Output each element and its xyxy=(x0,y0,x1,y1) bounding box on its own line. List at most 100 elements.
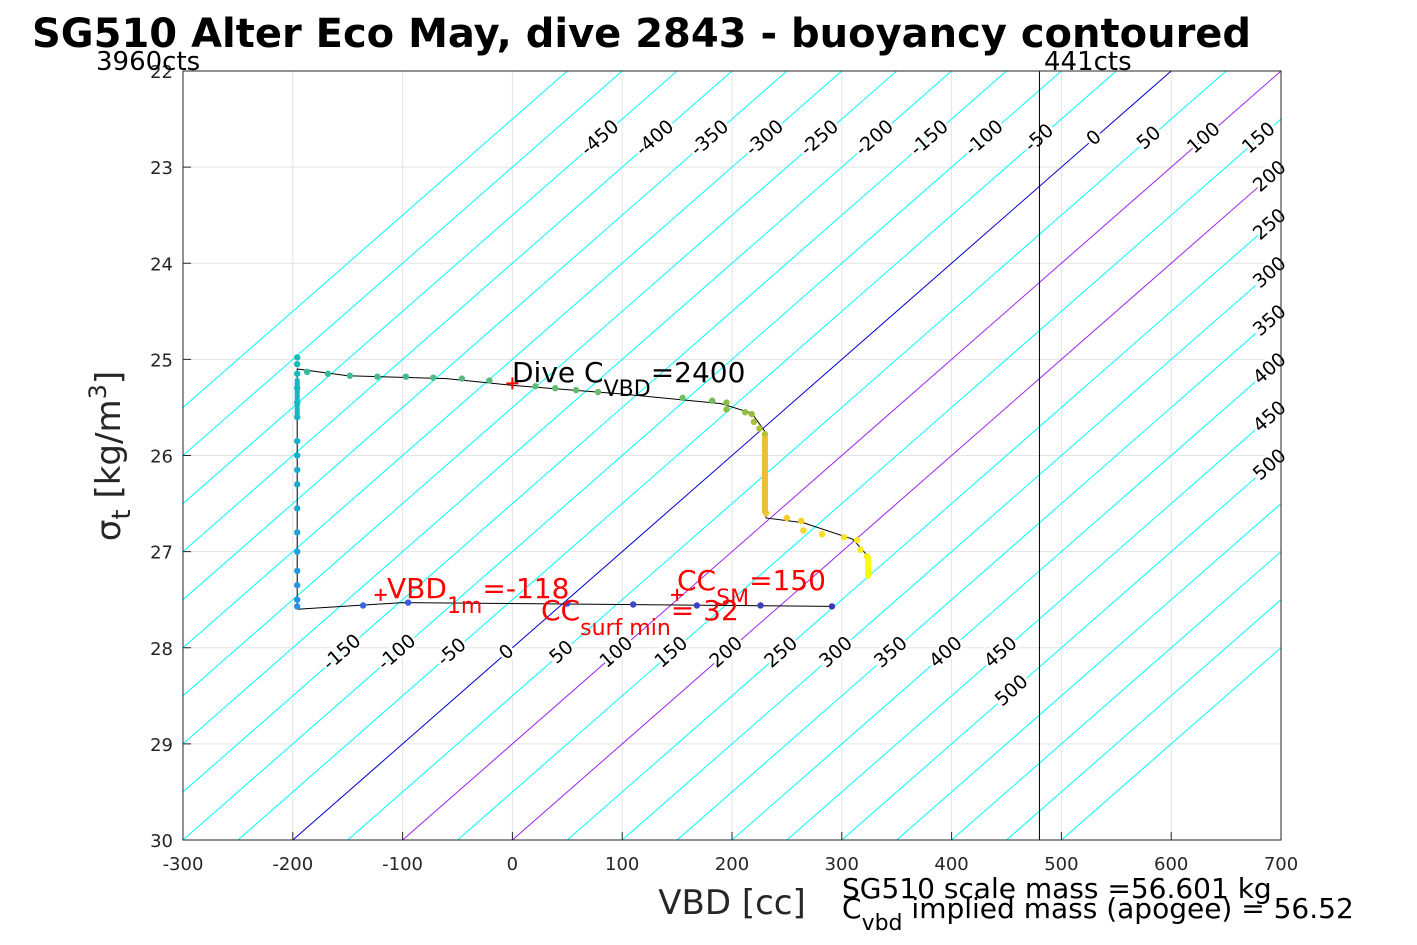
y-tick-label: 24 xyxy=(150,254,173,275)
dive-point xyxy=(402,373,410,380)
dive-point xyxy=(293,360,301,368)
y-label-sub: t xyxy=(107,509,137,519)
dive-point xyxy=(374,373,381,380)
dive-point xyxy=(293,466,301,474)
dive-path-line xyxy=(297,602,832,610)
dive-point xyxy=(783,514,791,522)
x-axis-ticks: -300 -200 -100 0 100 200 300 400 500 600 700 xyxy=(163,832,1298,875)
x-tick-label: 600 xyxy=(1154,854,1188,875)
dive-cvbd-annotation: Dive CVBD=2400 xyxy=(512,356,745,402)
dive-point xyxy=(324,370,332,377)
contour-line xyxy=(292,71,1172,840)
dive-point xyxy=(572,386,580,394)
dive-point xyxy=(797,517,805,525)
y-axis-ticks: 22 23 24 25 26 27 28 29 30 xyxy=(150,62,191,852)
dive-point xyxy=(594,388,602,396)
dive-point xyxy=(293,437,301,445)
dive-point xyxy=(293,582,301,589)
contour-line xyxy=(951,550,1281,840)
vbd-min-counts-label: 3960cts xyxy=(96,47,200,77)
dive-point xyxy=(693,602,701,609)
vbd-max-counts-label: 441cts xyxy=(1044,47,1132,77)
contour-line xyxy=(183,71,952,745)
x-tick-label: 700 xyxy=(1264,854,1298,875)
dive-point xyxy=(741,409,749,416)
dive-point xyxy=(800,527,807,534)
dive-point xyxy=(293,596,301,603)
x-tick-label: 300 xyxy=(825,854,859,875)
y-tick-label: 28 xyxy=(150,639,173,660)
contour-line xyxy=(183,71,1007,793)
y-tick-label: 27 xyxy=(150,543,173,564)
x-tick-label: 0 xyxy=(507,854,518,875)
contour-line xyxy=(731,358,1281,840)
dive-point xyxy=(458,375,466,382)
x-tick-label: -200 xyxy=(272,854,313,875)
dive-point xyxy=(853,536,861,544)
dive-point xyxy=(293,529,301,536)
y-label-close: ] xyxy=(89,371,129,384)
y-tick-label: 30 xyxy=(150,831,173,852)
dive-point xyxy=(828,603,836,610)
contour-line xyxy=(183,71,898,697)
contour-line xyxy=(183,71,678,505)
contour-line xyxy=(183,71,1062,840)
x-tick-label: 100 xyxy=(605,854,639,875)
dive-point xyxy=(293,505,301,512)
dive-point xyxy=(404,599,412,606)
contour-line xyxy=(457,118,1281,840)
dive-point xyxy=(709,397,716,404)
buoyancy-contours xyxy=(183,71,1281,840)
dive-points xyxy=(293,354,872,610)
x-tick-label: 200 xyxy=(715,854,749,875)
contour-line xyxy=(402,71,1281,840)
dive-point xyxy=(359,602,367,609)
red-markers xyxy=(374,377,684,601)
dive-point xyxy=(757,602,764,609)
y-label-sup: 3 xyxy=(84,384,112,399)
contour-line xyxy=(786,406,1281,840)
y-tick-label: 22 xyxy=(150,62,173,83)
dive-point xyxy=(293,603,301,610)
x-axis-label: VBD [cc] xyxy=(658,883,806,923)
contour-line xyxy=(621,262,1281,840)
dive-point xyxy=(293,370,301,377)
dive-point xyxy=(346,372,354,379)
svg-text:σt [kg/m3]: σt [kg/m3] xyxy=(84,371,137,541)
contour-line xyxy=(512,166,1281,840)
contour-line xyxy=(1061,647,1281,840)
x-tick-label: -300 xyxy=(163,854,204,875)
y-tick-label: 29 xyxy=(150,735,173,756)
contour-line xyxy=(676,310,1281,840)
contour-line xyxy=(237,71,1117,840)
x-tick-label: 400 xyxy=(934,854,968,875)
y-axis-label: σt [kg/m3] xyxy=(84,371,137,541)
x-tick-label: -100 xyxy=(382,854,423,875)
y-tick-label: 26 xyxy=(150,447,173,468)
dive-point xyxy=(629,601,637,608)
contour-line xyxy=(183,71,788,601)
dive-point xyxy=(293,354,301,361)
y-label-symbol: σ xyxy=(89,520,129,542)
dive-point xyxy=(486,377,493,384)
ccsurf-annotation: CCsurf min= 32 xyxy=(541,594,739,641)
contour-line xyxy=(896,502,1281,840)
y-label-space xyxy=(89,499,129,510)
chart-title: SG510 Alter Eco May, dive 2843 - buoyanc… xyxy=(32,11,1251,57)
x-tick-label: 500 xyxy=(1044,854,1078,875)
dive-point xyxy=(761,431,769,438)
dive-point xyxy=(564,600,571,607)
contour-line xyxy=(183,71,623,457)
dive-point xyxy=(303,368,311,376)
dive-point xyxy=(723,399,730,406)
dive-point xyxy=(840,534,848,541)
dive-point xyxy=(293,481,301,488)
contour-line xyxy=(347,71,1227,840)
contour-line xyxy=(183,71,843,649)
dive-point xyxy=(857,546,864,553)
dive-point xyxy=(293,452,301,459)
dive-point xyxy=(552,385,559,392)
dive-point xyxy=(532,383,539,390)
dive-point xyxy=(750,418,758,426)
